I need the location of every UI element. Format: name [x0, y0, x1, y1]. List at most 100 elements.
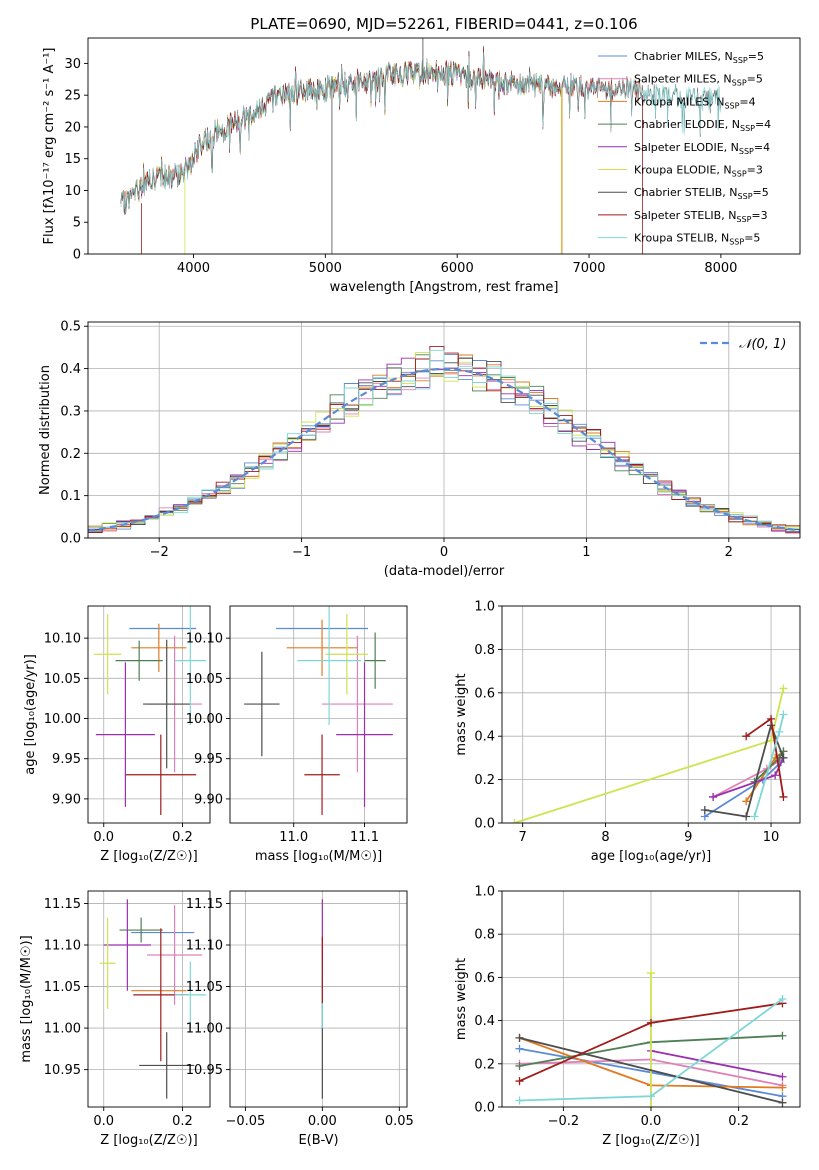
y-tick-label: 0.4 — [60, 362, 81, 377]
mass-weight-marker — [779, 710, 788, 719]
y-tick-label: 10.95 — [44, 1063, 81, 1078]
x-tick-label: 0.2 — [172, 1114, 193, 1129]
y-tick-label: 0.8 — [474, 643, 495, 658]
mass-weight-line — [704, 761, 782, 818]
plot-area — [93, 606, 207, 815]
x-tick-label: −1 — [292, 545, 311, 560]
legend-entry: Chabrier ELODIE, NSSP=4 — [634, 118, 771, 133]
x-tick-label: 9 — [684, 830, 692, 845]
x-tick-label: 10 — [763, 830, 780, 845]
y-tick-label: 1.0 — [474, 600, 495, 615]
x-tick-label: 6000 — [441, 261, 474, 276]
axes-frame — [229, 605, 408, 824]
mass-weight-marker — [742, 812, 751, 821]
y-tick-label: 10.95 — [186, 1063, 223, 1078]
y-tick-label: 11.05 — [44, 980, 81, 995]
axes-frame — [87, 37, 801, 255]
mass-weight-marker — [742, 732, 751, 741]
y-tick-label: 10.00 — [44, 712, 81, 727]
axes-frame — [501, 890, 801, 1108]
mass-weight-marker — [647, 1092, 655, 1101]
mass-weight-marker — [779, 753, 788, 762]
y-tick-label: 0.0 — [60, 532, 81, 547]
y-tick-label: 10 — [64, 184, 81, 199]
y-tick-label: 11.15 — [44, 897, 81, 912]
y-tick-label: 0.3 — [60, 404, 81, 419]
x-tick-label: 8000 — [704, 261, 737, 276]
axes-frame — [87, 605, 211, 824]
legend-entry: Salpeter STELIB, NSSP=3 — [634, 209, 768, 224]
mass-weight-line — [650, 1049, 783, 1078]
mass-weight-marker — [515, 1044, 524, 1053]
panel-age-vs-mass: 11.0 11.1 9.90 9.95 10.00 10.05 10.10 mass [log… — [186, 605, 408, 864]
mass-weight-marker — [742, 797, 751, 806]
panel-mass-weight-vs-age: 7 8 9 10 0.0 0.2 0.4 0.6 0.8 1.0 age [log₁₀(age/yr… — [454, 600, 801, 864]
spectrum-series-line — [120, 51, 642, 215]
x-tick-label: 8 — [601, 830, 609, 845]
x-axis-label: (data-model)/error — [384, 564, 505, 579]
x-tick-label: −2 — [150, 545, 169, 560]
mass-weight-line — [519, 1037, 783, 1104]
y-tick-label: 10.05 — [186, 672, 223, 687]
y-tick-label: 9.90 — [52, 792, 81, 807]
y-tick-label: 0.6 — [474, 686, 495, 701]
mass-weight-marker — [515, 1033, 524, 1042]
y-tick-label: 0.8 — [474, 928, 495, 943]
mass-weight-marker — [709, 792, 718, 801]
chart-title: PLATE=0690, MJD=52261, FIBERID=0441, z=0… — [250, 15, 637, 33]
mass-weight-marker — [515, 1061, 524, 1070]
x-tick-label: 5000 — [309, 261, 342, 276]
x-tick-label: 0 — [440, 545, 448, 560]
gaussian-curve — [88, 367, 800, 532]
y-tick-label: 11.15 — [186, 897, 223, 912]
x-tick-label: 0.2 — [728, 1114, 749, 1129]
legend-entry: Kroupa STELIB, NSSP=5 — [634, 232, 760, 247]
mass-weight-marker — [778, 1031, 787, 1040]
mass-weight-marker — [775, 727, 784, 736]
axes-frame — [229, 890, 408, 1108]
x-tick-label: 0.0 — [93, 830, 114, 845]
legend: Chabrier MILES, NSSP=5 Salpeter MILES, NS… — [598, 50, 771, 247]
mass-weight-marker — [510, 819, 519, 823]
mass-weight-marker — [647, 969, 655, 978]
y-tick-label: 30 — [64, 57, 81, 72]
y-tick-label: 11.10 — [186, 939, 223, 954]
plot-area — [510, 684, 788, 823]
axes-frame — [87, 890, 211, 1108]
legend-entry: Kroupa MILES, NSSP=4 — [634, 95, 756, 110]
spectrum-series-line — [120, 45, 722, 215]
spectrum-series-line — [120, 50, 642, 215]
x-tick-label: 0.0 — [641, 1114, 662, 1129]
x-axis-label: Z [log₁₀(Z/Z☉)] — [100, 849, 197, 864]
axes-frame — [87, 321, 801, 539]
axes-frame — [501, 605, 801, 824]
legend-entry: Chabrier STELIB, NSSP=5 — [634, 186, 769, 201]
y-tick-label: 0.2 — [474, 1057, 495, 1072]
x-tick-label: 0.0 — [93, 1114, 114, 1129]
y-tick-label: 9.95 — [52, 752, 81, 767]
x-tick-label: 7 — [519, 830, 527, 845]
mass-weight-marker — [779, 684, 788, 693]
legend-entry: 𝒩(0, 1) — [739, 337, 786, 352]
x-axis-label: wavelength [Angstrom, rest frame] — [330, 280, 559, 295]
x-tick-label: 0.00 — [308, 1114, 337, 1129]
y-axis-label: mass [log₁₀(M/M☉)] — [19, 935, 34, 1062]
y-axis-label: age [log₁₀(age/yr)] — [23, 654, 38, 775]
mass-weight-marker — [778, 1098, 787, 1107]
y-axis-label: Flux [fλ10⁻¹⁷ erg cm⁻² s⁻¹ A⁻¹] — [42, 48, 57, 245]
mass-weight-marker — [700, 805, 709, 814]
y-tick-label: 15 — [64, 152, 81, 167]
y-tick-label: 0.0 — [474, 1101, 495, 1116]
mass-weight-marker — [515, 1077, 524, 1086]
y-axis-label: mass weight — [454, 958, 469, 1040]
y-tick-label: 0.1 — [60, 489, 81, 504]
y-tick-label: 0.6 — [474, 971, 495, 986]
y-tick-label: 10.10 — [186, 632, 223, 647]
y-tick-label: 0.4 — [474, 730, 495, 745]
y-tick-label: 11.05 — [186, 980, 223, 995]
mass-weight-line — [745, 717, 785, 798]
y-tick-label: 0.0 — [474, 817, 495, 832]
panel-mass-vs-EBV: −0.05 0.00 0.05 10.95 11.00 11.05 11.10 11.15 E(… — [186, 890, 414, 1148]
y-tick-label: 11.00 — [186, 1022, 223, 1037]
y-tick-label: 0.4 — [474, 1014, 495, 1029]
